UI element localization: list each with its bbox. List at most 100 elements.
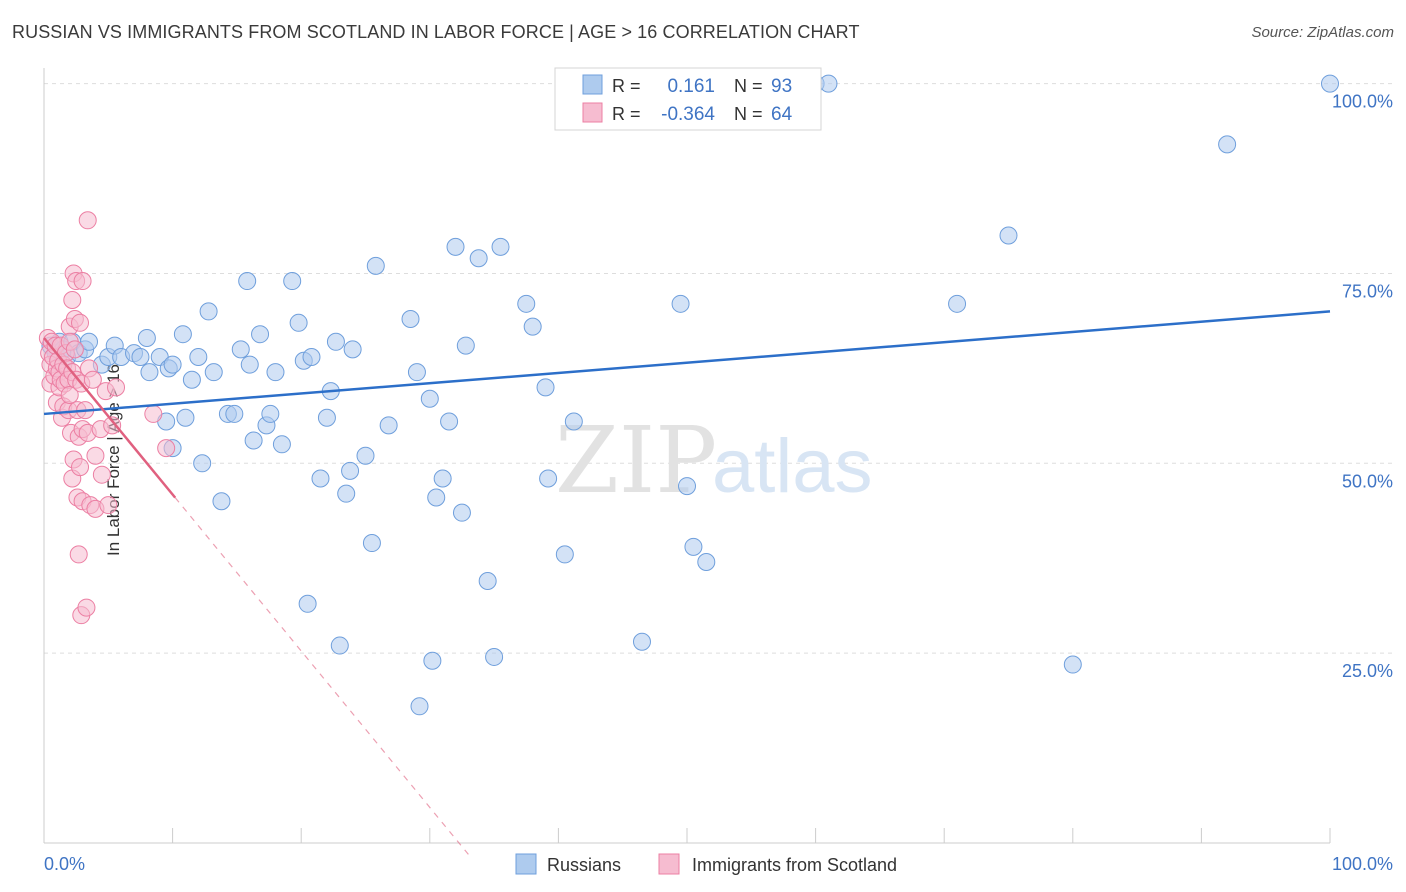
- point-russians: [80, 332, 99, 351]
- point-russians: [225, 404, 244, 423]
- point-russians: [478, 572, 497, 591]
- point-russians: [948, 294, 967, 313]
- point-russians: [440, 412, 459, 431]
- point-russians: [362, 534, 381, 553]
- point-russians: [240, 355, 259, 374]
- point-russians: [564, 412, 583, 431]
- point-russians: [485, 647, 504, 666]
- point-russians: [517, 294, 536, 313]
- point-russians: [266, 363, 285, 382]
- point-scotland: [99, 496, 118, 515]
- y-tick-label: 25.0%: [1342, 661, 1393, 681]
- point-russians: [356, 446, 375, 465]
- point-scotland: [157, 439, 176, 458]
- legend-r-label-2: R =: [612, 104, 641, 124]
- point-russians: [298, 594, 317, 613]
- legend-r-label-1: R =: [612, 76, 641, 96]
- point-russians: [173, 325, 192, 344]
- point-russians: [261, 404, 280, 423]
- point-russians: [204, 363, 223, 382]
- point-russians: [697, 553, 716, 572]
- point-russians: [326, 332, 345, 351]
- point-scotland: [71, 313, 90, 332]
- y-tick-label: 100.0%: [1332, 92, 1393, 112]
- point-russians: [555, 545, 574, 564]
- y-tick-label: 75.0%: [1342, 281, 1393, 301]
- point-scotland: [103, 416, 122, 435]
- trend-line-russians: [43, 310, 1331, 416]
- bottom-legend-swatch-russians: [515, 853, 537, 875]
- point-russians: [244, 431, 263, 450]
- chart-title: RUSSIAN VS IMMIGRANTS FROM SCOTLAND IN L…: [12, 22, 860, 42]
- point-russians: [456, 336, 475, 355]
- point-russians: [231, 340, 250, 359]
- point-russians: [1063, 655, 1082, 674]
- series-legend: Russians Immigrants from Scotland: [515, 853, 897, 875]
- point-russians: [176, 408, 195, 427]
- tick-labels: 100.0% 75.0% 50.0% 25.0% 0.0% 100.0%: [44, 92, 1393, 874]
- point-russians: [401, 310, 420, 329]
- bottom-legend-swatch-scotland: [658, 853, 680, 875]
- point-scotland: [78, 211, 97, 230]
- point-russians: [163, 355, 182, 374]
- point-russians: [343, 340, 362, 359]
- trend-extension-scotland: [174, 497, 469, 855]
- trend-line-scotland: [43, 337, 177, 499]
- y-tick-label: 50.0%: [1342, 471, 1393, 491]
- point-russians: [337, 484, 356, 503]
- point-russians: [523, 317, 542, 336]
- point-russians: [433, 469, 452, 488]
- point-scotland: [107, 378, 126, 397]
- legend-n-label-1: N =: [734, 76, 763, 96]
- point-scotland: [71, 458, 90, 477]
- x-tick-label-min: 0.0%: [44, 854, 85, 874]
- point-russians: [1321, 74, 1339, 93]
- legend-swatch-scotland: [582, 102, 603, 123]
- point-russians: [199, 302, 218, 321]
- point-russians: [684, 537, 703, 556]
- point-russians: [671, 294, 690, 313]
- stats-legend: R = 0.161 N = 93 R = -0.364 N = 64: [554, 67, 822, 131]
- bottom-legend-scotland: Immigrants from Scotland: [692, 855, 897, 875]
- legend-n-label-2: N =: [734, 104, 763, 124]
- watermark: ZIP atlas: [555, 407, 873, 514]
- point-russians: [536, 378, 555, 397]
- point-scotland: [65, 340, 84, 359]
- point-scotland: [77, 598, 96, 617]
- point-scotland: [92, 465, 111, 484]
- bottom-legend-russians: Russians: [547, 855, 621, 875]
- point-scotland: [60, 385, 79, 404]
- point-russians: [182, 370, 201, 389]
- point-scotland: [69, 545, 88, 564]
- point-russians: [999, 226, 1018, 245]
- point-russians: [289, 313, 308, 332]
- point-russians: [366, 256, 385, 275]
- point-russians: [446, 237, 465, 256]
- legend-swatch-russians: [582, 74, 603, 95]
- point-russians: [678, 477, 696, 496]
- data-points: [38, 74, 1339, 716]
- trend-lines: [43, 310, 1331, 855]
- legend-n-value-1: 93: [771, 76, 792, 97]
- point-russians: [379, 416, 398, 435]
- point-russians: [189, 347, 208, 366]
- source-label: Source: ZipAtlas.com: [1251, 24, 1394, 41]
- point-russians: [283, 272, 302, 291]
- point-russians: [272, 435, 291, 454]
- point-russians: [317, 408, 336, 427]
- point-russians: [251, 325, 270, 344]
- point-russians: [539, 469, 558, 488]
- x-tick-label-max: 100.0%: [1332, 854, 1393, 874]
- point-russians: [420, 389, 439, 408]
- point-russians: [341, 461, 360, 480]
- legend-r-value-1: 0.161: [667, 76, 715, 97]
- point-russians: [469, 249, 488, 268]
- point-russians: [131, 347, 150, 366]
- point-russians: [137, 328, 156, 347]
- point-russians: [330, 636, 349, 655]
- point-russians: [427, 488, 446, 507]
- point-russians: [819, 74, 838, 93]
- point-russians: [311, 469, 330, 488]
- point-russians: [491, 237, 510, 256]
